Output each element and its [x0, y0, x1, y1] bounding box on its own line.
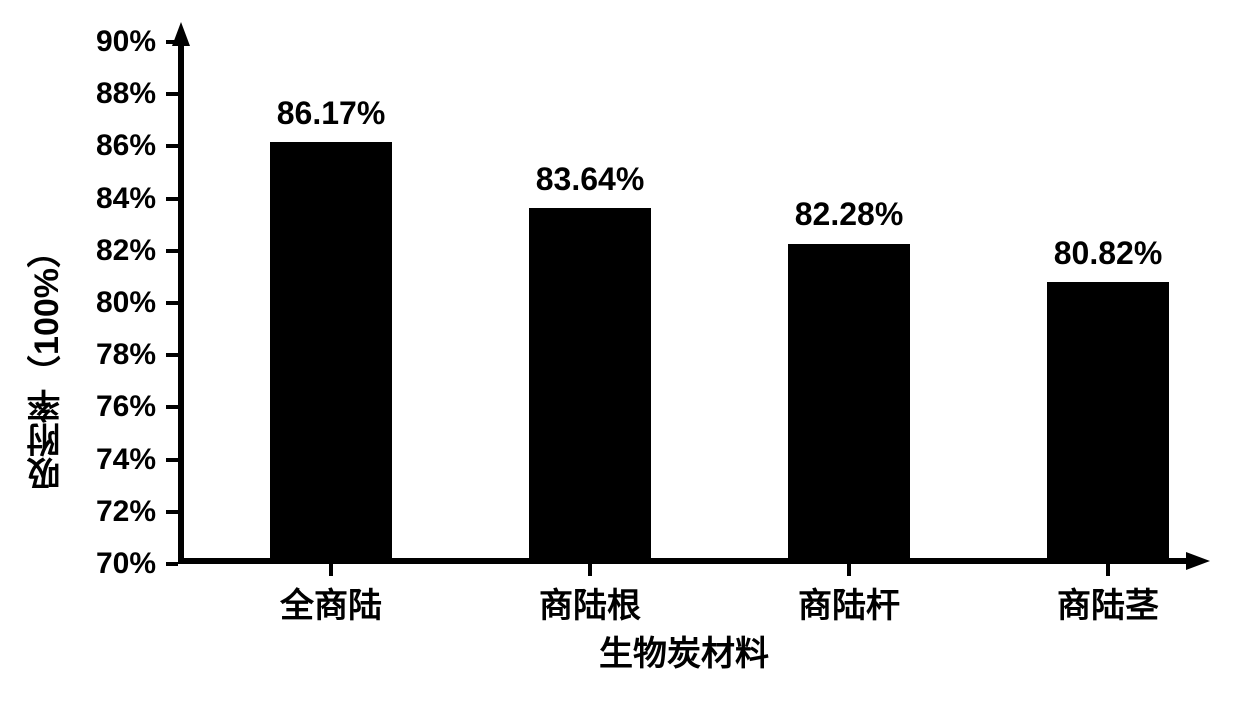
y-tick-label: 80% [96, 286, 162, 320]
y-tick [166, 405, 178, 409]
bar-value-label: 80.82% [1054, 235, 1163, 272]
y-tick-label: 88% [96, 77, 162, 111]
x-tick-label: 商陆根 [539, 564, 641, 627]
y-tick-label: 84% [96, 182, 162, 216]
y-tick [166, 92, 178, 96]
bar [529, 208, 651, 558]
bar-value-label: 82.28% [795, 196, 904, 233]
x-axis-arrow [1186, 552, 1210, 570]
bar-value-label: 86.17% [277, 95, 386, 132]
y-tick-label: 70% [96, 547, 162, 581]
y-axis-title: 吸附率（100%） [22, 136, 71, 491]
y-tick [166, 353, 178, 357]
y-tick [166, 510, 178, 514]
bar [1047, 282, 1169, 558]
bar [270, 142, 392, 558]
y-tick [166, 144, 178, 148]
plot-area: 70%72%74%76%78%80%82%84%86%88%90%86.17%全… [178, 42, 1190, 564]
y-tick-label: 78% [96, 338, 162, 372]
x-axis-title: 生物炭材料 [599, 626, 769, 675]
x-tick-label: 全商陆 [280, 564, 382, 627]
y-tick [166, 197, 178, 201]
y-axis-line [178, 42, 184, 564]
bar-chart: 70% 72% 74% 76% 78% 80% 82% 84% 86% 88% 90% 86.17% 全… [0, 0, 1240, 704]
y-tick-label: 76% [96, 390, 162, 424]
y-tick [166, 301, 178, 305]
x-tick-label: 商陆杆 [798, 564, 900, 627]
y-tick [166, 249, 178, 253]
y-tick-label: 82% [96, 234, 162, 268]
bar [788, 244, 910, 559]
y-tick-label: 86% [96, 129, 162, 163]
y-tick [166, 458, 178, 462]
bar-value-label: 83.64% [536, 161, 645, 198]
x-tick-label: 商陆茎 [1057, 564, 1159, 627]
y-tick [166, 40, 178, 44]
y-tick-label: 90% [96, 25, 162, 59]
y-tick-label: 74% [96, 443, 162, 477]
y-tick [166, 562, 178, 566]
y-tick-label: 72% [96, 495, 162, 529]
